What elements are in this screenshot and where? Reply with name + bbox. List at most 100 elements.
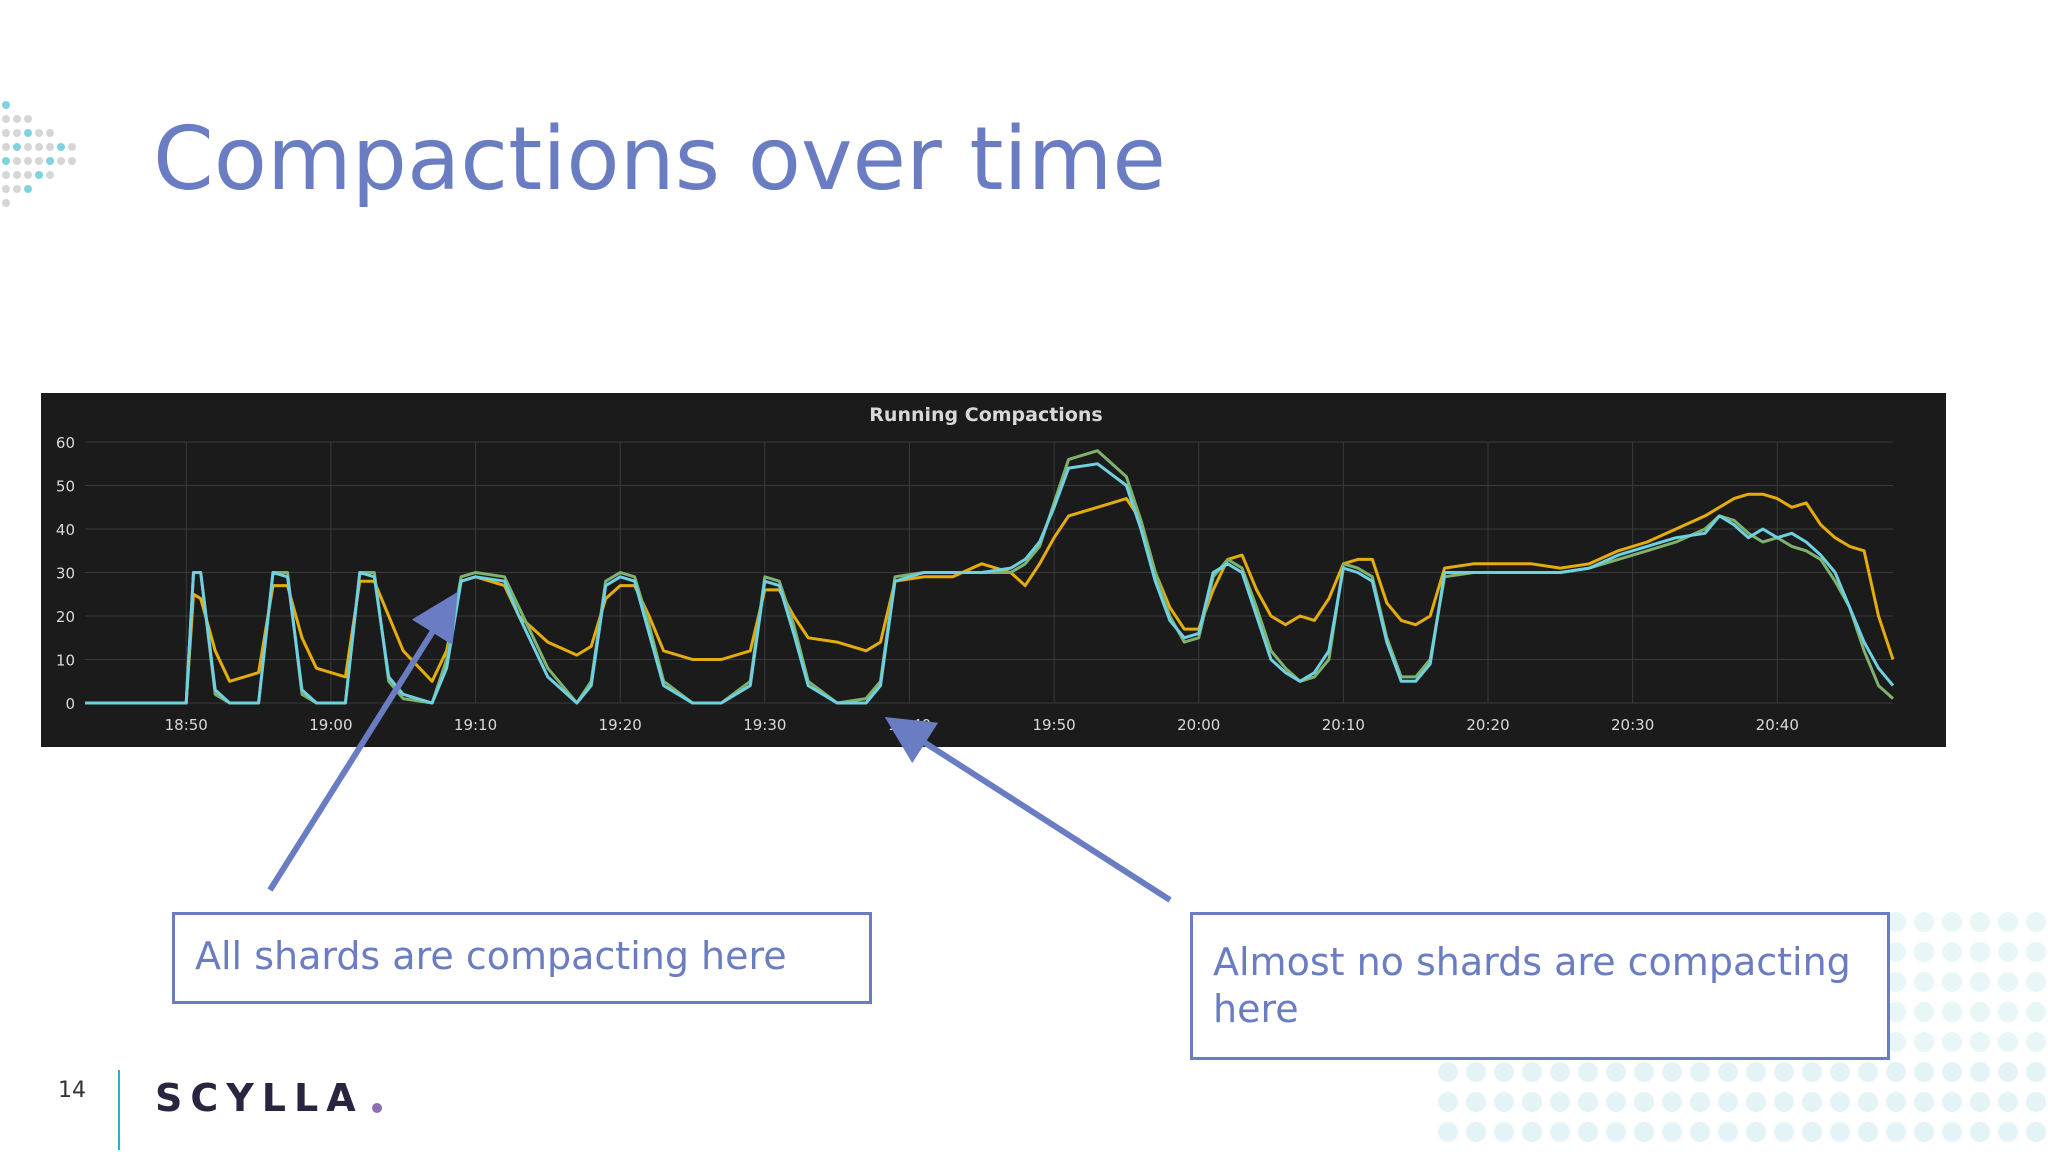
y-tick-label: 60 [56, 434, 75, 452]
decor-dot [24, 129, 32, 137]
decor-dot [1970, 1032, 1990, 1052]
decor-dot [1830, 1122, 1850, 1142]
decor-dot [1914, 972, 1934, 992]
decor-dot [2026, 1032, 2046, 1052]
decor-dot [1998, 1002, 2018, 1022]
x-tick-label: 18:50 [165, 716, 208, 734]
decor-dot [1942, 1002, 1962, 1022]
decor-dot [35, 143, 43, 151]
chart-panel: Running Compactions 0 10 20 30 40 50 60 18:50 19… [41, 393, 1946, 747]
decor-dot [1886, 1092, 1906, 1112]
callout-almost-no-shards: Almost no shards are compacting here [1190, 912, 1890, 1060]
x-tick-label: 20:20 [1466, 716, 1509, 734]
x-tick-label: 20:30 [1611, 716, 1654, 734]
decor-dot [1998, 1092, 2018, 1112]
x-tick-label: 19:10 [454, 716, 497, 734]
decor-dot [35, 129, 43, 137]
decor-dot [1774, 1092, 1794, 1112]
decor-dot [1942, 912, 1962, 932]
decor-dot [1886, 1002, 1906, 1022]
decor-dot [2, 143, 10, 151]
decor-dot [1970, 1122, 1990, 1142]
y-tick-label: 10 [56, 652, 75, 670]
decor-dot [1718, 1092, 1738, 1112]
decor-dot [13, 115, 21, 123]
decor-dot [1914, 1122, 1934, 1142]
decor-dot [2, 199, 10, 207]
decor-dot [1634, 1092, 1654, 1112]
decor-dot [1662, 1092, 1682, 1112]
decor-dot [1886, 912, 1906, 932]
decor-dot [1970, 972, 1990, 992]
arrow-to-trough [884, 717, 1172, 903]
chart-title: Running Compactions [869, 404, 1102, 426]
decor-dot [2026, 972, 2046, 992]
decor-dot [2, 129, 10, 137]
decor-dot [2, 157, 10, 165]
decor-dot [35, 171, 43, 179]
decor-dot [1970, 942, 1990, 962]
decor-dot [2, 185, 10, 193]
decor-dot [1914, 1092, 1934, 1112]
decor-dot [68, 157, 76, 165]
decor-dot [1886, 942, 1906, 962]
decor-dot [24, 115, 32, 123]
decor-dot [1550, 1062, 1570, 1082]
decor-dot [1438, 1092, 1458, 1112]
decor-dot [1746, 1092, 1766, 1112]
decor-dot [1494, 1092, 1514, 1112]
decor-dot [1914, 1032, 1934, 1052]
scylla-logo: SCYLLA [155, 1078, 382, 1118]
decor-dot [1662, 1062, 1682, 1082]
decor-dot [1970, 1092, 1990, 1112]
decor-dot [24, 143, 32, 151]
decor-dot [1466, 1062, 1486, 1082]
decor-dot [1970, 1002, 1990, 1022]
y-tick-label: 30 [56, 565, 75, 583]
decor-dot [1914, 942, 1934, 962]
decor-dot [1942, 1122, 1962, 1142]
decor-dot [1578, 1062, 1598, 1082]
decor-dot [1746, 1122, 1766, 1142]
x-tick-label: 19:50 [1032, 716, 1075, 734]
running-compactions-chart: Running Compactions 0 10 20 30 40 50 60 18:50 19… [56, 404, 1895, 734]
decor-dot [1466, 1122, 1486, 1142]
decor-dot [24, 171, 32, 179]
chart-axes: 0 10 20 30 40 50 60 18:50 19:00 19:10 19:20 19:30 19… [56, 434, 1799, 734]
decor-dot [1690, 1092, 1710, 1112]
decor-dot [1550, 1092, 1570, 1112]
decor-dot [1802, 1092, 1822, 1112]
decor-dot [1998, 942, 2018, 962]
decor-dot [1886, 1122, 1906, 1142]
decor-dot [13, 129, 21, 137]
decor-dot [1606, 1122, 1626, 1142]
decor-dot [1466, 1092, 1486, 1112]
decor-dot [46, 171, 54, 179]
decor-dot [1942, 1032, 1962, 1052]
decor-dot [1606, 1062, 1626, 1082]
series-line-2 [85, 449, 1895, 705]
decor-dot [2, 101, 10, 109]
decor-dot [1774, 1062, 1794, 1082]
decor-dot [1886, 1032, 1906, 1052]
decor-dot [1718, 1122, 1738, 1142]
page-number: 14 [58, 1078, 86, 1103]
decor-dot [13, 171, 21, 179]
decor-dot [1634, 1062, 1654, 1082]
decor-dot [1830, 1062, 1850, 1082]
y-tick-label: 0 [65, 695, 75, 713]
decor-dot [24, 185, 32, 193]
decor-dot [1746, 1062, 1766, 1082]
callout-all-shards: All shards are compacting here [172, 912, 872, 1004]
decor-dot [1774, 1122, 1794, 1142]
decor-dot [1914, 1002, 1934, 1022]
decor-dot [57, 143, 65, 151]
decor-dot [1942, 1062, 1962, 1082]
decor-dot [24, 157, 32, 165]
decor-dot [1550, 1122, 1570, 1142]
decor-dot [13, 157, 21, 165]
decor-dot [1998, 912, 2018, 932]
decor-dot [1830, 1092, 1850, 1112]
decorative-dots-left [2, 101, 76, 207]
decor-dot [13, 185, 21, 193]
